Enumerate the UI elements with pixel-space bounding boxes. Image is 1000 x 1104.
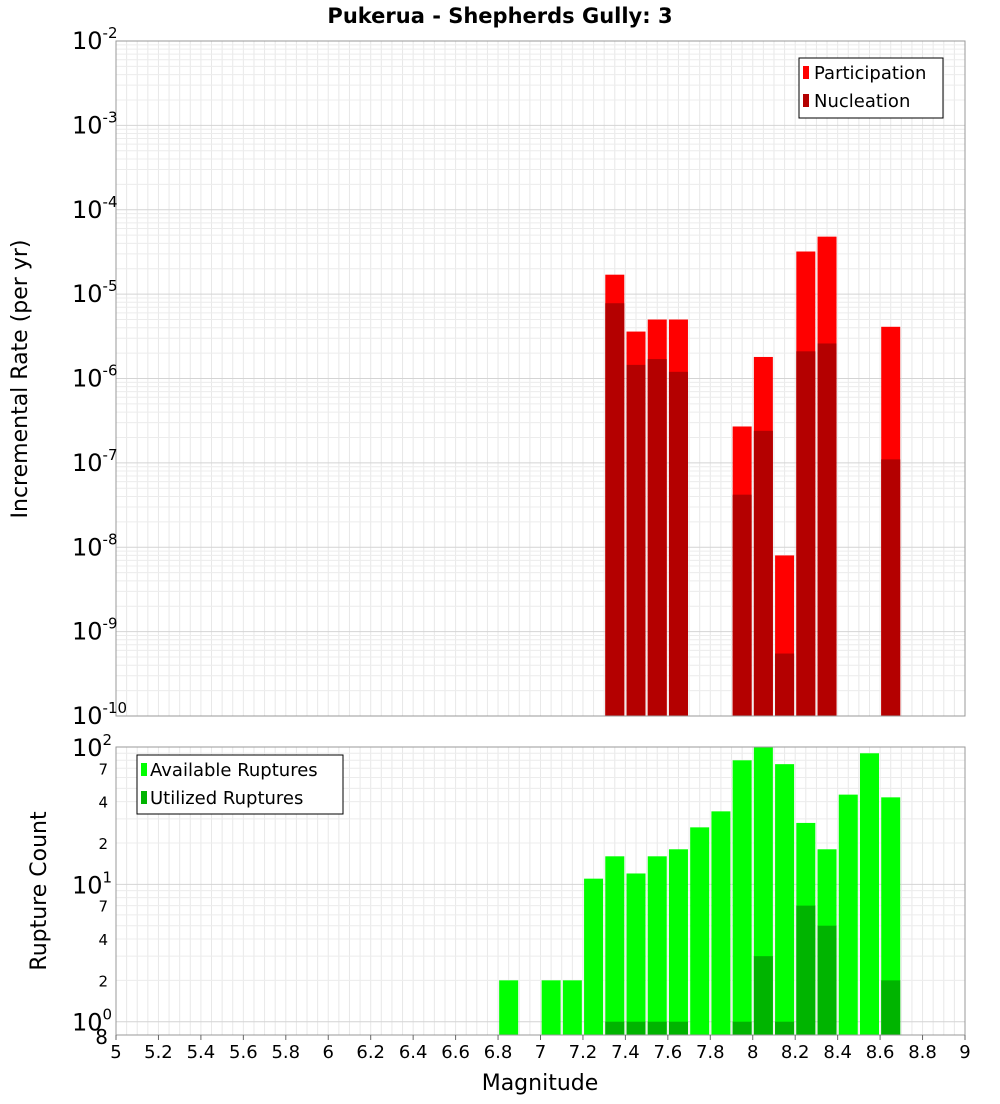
top-y-axis-label: Incremental Rate (per yr) xyxy=(8,240,33,519)
participation-legend-swatch xyxy=(803,66,809,79)
nucleation-bar xyxy=(753,430,773,716)
utilized-legend-swatch xyxy=(141,791,147,804)
rate-y-tick-label: 10-3 xyxy=(72,108,118,139)
x-tick-label: 6.8 xyxy=(484,1042,513,1063)
x-tick-label: 6.4 xyxy=(399,1042,428,1063)
x-tick-label: 8.4 xyxy=(823,1042,852,1063)
bottom-y-axis-label: Rupture Count xyxy=(27,811,52,971)
rupture-y-tick-label: 102 xyxy=(72,731,112,762)
rupture-y-minor-tick-label: 7 xyxy=(98,760,108,778)
participation-legend-label: Participation xyxy=(814,63,926,84)
x-tick-label: 7.2 xyxy=(569,1042,598,1063)
utilized-ruptures-bar xyxy=(796,905,816,1035)
available-ruptures-bar xyxy=(668,849,688,1035)
nucleation-bar xyxy=(775,653,795,716)
x-tick-label: 6.6 xyxy=(441,1042,470,1063)
rate-y-tick-label: 10-7 xyxy=(72,446,118,477)
utilized-ruptures-bar xyxy=(605,1021,625,1035)
x-tick-label: 5.8 xyxy=(271,1042,300,1063)
utilized-ruptures-bar xyxy=(732,1021,752,1035)
x-tick-label: 7.6 xyxy=(654,1042,683,1063)
rate-y-tick-label: 10-2 xyxy=(72,24,118,55)
rupture-y-minor-tick-label: 7 xyxy=(98,898,108,916)
utilized-ruptures-bar xyxy=(753,956,773,1035)
nucleation-bar xyxy=(605,303,625,716)
available-ruptures-bar xyxy=(732,760,752,1035)
available-legend-swatch xyxy=(141,763,147,776)
x-tick-label: 8.8 xyxy=(908,1042,937,1063)
rate-plot-border xyxy=(115,40,966,717)
x-tick-label: 5.4 xyxy=(187,1042,216,1063)
x-tick-label: 8.2 xyxy=(781,1042,810,1063)
x-tick-label: 8 xyxy=(747,1042,758,1063)
available-legend-label: Available Ruptures xyxy=(150,760,318,781)
x-tick-label: 7.8 xyxy=(696,1042,725,1063)
rupture-y-minor-tick-label: 8 xyxy=(95,1025,108,1049)
rate-y-tick-label: 10-5 xyxy=(72,277,118,308)
chart-title: Pukerua - Shepherds Gully: 3 xyxy=(327,4,672,28)
x-tick-label: 5 xyxy=(110,1042,121,1063)
nucleation-bar xyxy=(732,494,752,716)
x-tick-label: 6 xyxy=(323,1042,334,1063)
utilized-legend-label: Utilized Ruptures xyxy=(150,788,303,809)
utilized-ruptures-bar xyxy=(626,1021,646,1035)
rate-y-tick-label: 10-9 xyxy=(72,615,118,646)
available-ruptures-bar xyxy=(605,856,625,1035)
rupture-y-minor-tick-label: 4 xyxy=(98,794,108,812)
available-ruptures-bar xyxy=(859,753,879,1035)
rupture-y-minor-tick-label: 4 xyxy=(98,931,108,949)
nucleation-bar xyxy=(796,351,816,716)
nucleation-legend-swatch xyxy=(803,94,809,107)
nucleation-legend-label: Nucleation xyxy=(814,91,910,112)
available-ruptures-bar xyxy=(690,827,710,1035)
rate-panel: 10-10 10-9 10-8 10-7 10-6 10-5 10-4 10-3 10-2 xyxy=(72,24,966,730)
x-tick-label: 7.4 xyxy=(611,1042,640,1063)
x-tick-label: 5.2 xyxy=(144,1042,173,1063)
available-ruptures-bar xyxy=(562,980,582,1035)
x-tick-label: 8.6 xyxy=(866,1042,895,1063)
utilized-ruptures-bar xyxy=(817,925,837,1035)
utilized-ruptures-bar xyxy=(881,980,901,1035)
rate-legend-box xyxy=(798,57,944,119)
available-ruptures-bar xyxy=(647,856,667,1035)
rate-legend: Participation Nucleation xyxy=(798,57,944,119)
nucleation-bar xyxy=(647,359,667,716)
available-ruptures-bar xyxy=(711,811,731,1035)
nucleation-bar xyxy=(668,371,688,716)
utilized-ruptures-bar xyxy=(647,1021,667,1035)
available-ruptures-bar xyxy=(499,980,519,1035)
rupture-y-tick-label: 101 xyxy=(72,868,112,899)
x-tick-label: 9 xyxy=(959,1042,970,1063)
x-tick-label: 7 xyxy=(535,1042,546,1063)
rupture-y-minor-tick-label: 2 xyxy=(98,972,108,990)
nucleation-bar xyxy=(626,364,646,716)
utilized-ruptures-bar xyxy=(668,1021,688,1035)
nucleation-bar xyxy=(817,343,837,716)
available-ruptures-bar xyxy=(626,873,646,1035)
available-ruptures-bar xyxy=(541,980,561,1035)
rate-y-tick-label: 10-8 xyxy=(72,530,118,561)
available-ruptures-bar xyxy=(838,794,858,1035)
available-ruptures-bar xyxy=(584,878,604,1035)
rupture-legend-box xyxy=(136,754,344,815)
rate-y-tick-label: 10-10 xyxy=(72,699,127,730)
x-tick-label: 6.2 xyxy=(356,1042,385,1063)
available-ruptures-bar xyxy=(881,797,901,1035)
x-tick-label: 5.6 xyxy=(229,1042,258,1063)
rupture-legend: Available Ruptures Utilized Ruptures xyxy=(136,754,344,815)
rate-y-tick-label: 10-4 xyxy=(72,193,118,224)
nucleation-bar xyxy=(881,459,901,716)
available-ruptures-bar xyxy=(775,764,795,1035)
x-axis-label: Magnitude xyxy=(482,1071,599,1096)
rupture-y-minor-tick-label: 2 xyxy=(98,835,108,853)
utilized-ruptures-bar xyxy=(775,1021,795,1035)
rupture-y-tick-label: 100 xyxy=(72,1006,112,1037)
rate-y-tick-label: 10-6 xyxy=(72,362,118,393)
x-axis-ticks: 5 5.2 5.4 5.6 5.8 6 6.2 6.4 6.6 6.8 7 7.2 7.4 7.6 7.8 8… xyxy=(110,1035,971,1063)
